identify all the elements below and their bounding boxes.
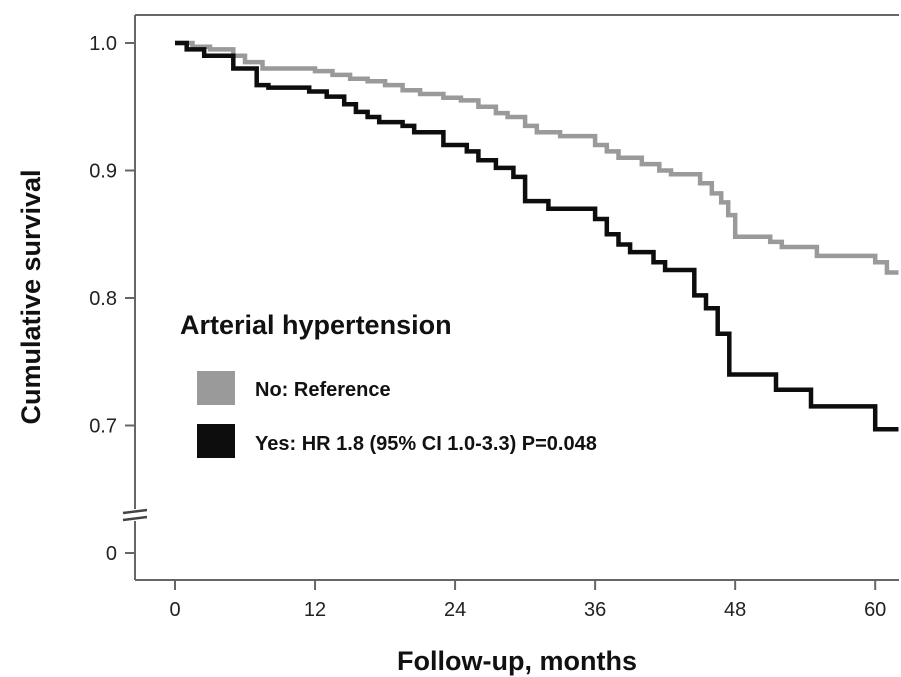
legend: Arterial hypertension No: Reference Yes:…: [180, 310, 597, 458]
axis-break-line: [122, 508, 148, 515]
y-axis-ticks: 1.0 0.9 0.8 0.7 0: [89, 33, 135, 565]
x-axis-title: Follow-up, months: [397, 646, 637, 676]
legend-swatch-yes: [197, 424, 235, 458]
y-tick-label: 0: [106, 543, 117, 565]
x-tick-label: 0: [169, 599, 180, 621]
series-line-no: [175, 40, 899, 275]
axis-break-line: [122, 515, 148, 522]
series-line-yes: [175, 40, 899, 432]
y-tick-label: 1.0: [89, 33, 117, 55]
legend-swatch-no: [197, 371, 235, 405]
legend-title: Arterial hypertension: [180, 310, 452, 340]
plot-frame: [121, 14, 899, 581]
x-tick-label: 48: [724, 599, 746, 621]
y-axis-title: Cumulative survival: [16, 169, 46, 424]
x-tick-label: 24: [444, 599, 466, 621]
y-tick-label: 0.7: [89, 416, 117, 438]
y-axis-break-marker: [121, 508, 149, 522]
x-tick-label: 12: [304, 599, 326, 621]
x-tick-label: 60: [864, 599, 886, 621]
y-tick-label: 0.8: [89, 288, 117, 310]
legend-label-yes: Yes: HR 1.8 (95% CI 1.0-3.3) P=0.048: [255, 433, 597, 455]
x-axis-ticks: 0 12 24 36 48 60: [169, 580, 886, 621]
y-tick-label: 0.9: [89, 161, 117, 183]
series-layer: [175, 40, 899, 432]
legend-label-no: No: Reference: [255, 379, 391, 401]
x-tick-label: 36: [584, 599, 606, 621]
